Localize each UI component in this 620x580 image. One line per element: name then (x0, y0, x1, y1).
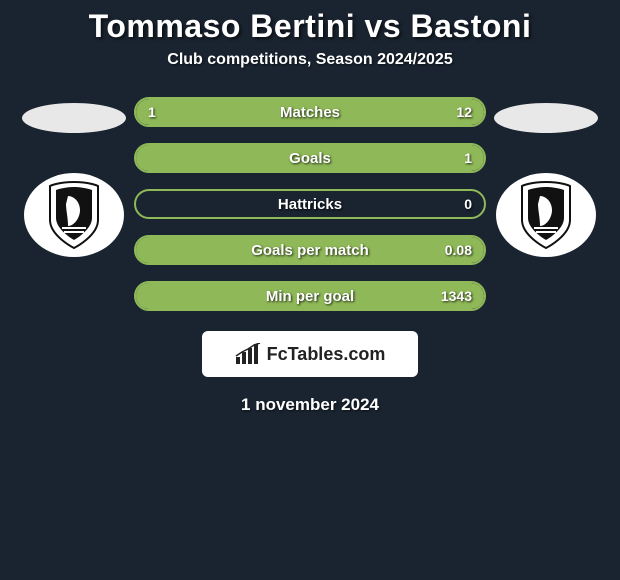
stat-label: Goals per match (251, 242, 369, 259)
stat-left-value: 1 (148, 104, 156, 120)
stat-bar: Hattricks 0 (134, 189, 486, 219)
source-logo: FcTables.com (202, 331, 418, 377)
logo-text: FcTables.com (267, 344, 386, 365)
stat-right-value: 0.08 (445, 242, 472, 258)
bar-chart-icon (235, 343, 261, 365)
right-player-col (486, 97, 606, 257)
stat-label: Goals (289, 150, 331, 167)
club-crest-icon (518, 180, 574, 250)
stat-right-value: 0 (464, 196, 472, 212)
stat-bar: 1 Matches 12 (134, 97, 486, 127)
stat-right-value: 1343 (441, 288, 472, 304)
stat-label: Matches (280, 104, 340, 121)
page-subtitle: Club competitions, Season 2024/2025 (167, 51, 452, 69)
stat-bar: Goals 1 (134, 143, 486, 173)
stat-label: Min per goal (266, 288, 354, 305)
club-crest-icon (46, 180, 102, 250)
stat-right-value: 1 (464, 150, 472, 166)
left-player-col (14, 97, 134, 257)
date-label: 1 november 2024 (241, 395, 379, 415)
left-flag-icon (22, 103, 126, 133)
right-flag-icon (494, 103, 598, 133)
stat-label: Hattricks (278, 196, 342, 213)
comparison-row: 1 Matches 12 Goals 1 Hattricks 0 Goals per matc… (0, 97, 620, 311)
page-title: Tommaso Bertini vs Bastoni (89, 8, 532, 45)
left-club-badge (24, 173, 124, 257)
stat-bar: Goals per match 0.08 (134, 235, 486, 265)
right-club-badge (496, 173, 596, 257)
stat-bars: 1 Matches 12 Goals 1 Hattricks 0 Goals per matc… (134, 97, 486, 311)
stat-right-value: 12 (456, 104, 472, 120)
stat-bar: Min per goal 1343 (134, 281, 486, 311)
